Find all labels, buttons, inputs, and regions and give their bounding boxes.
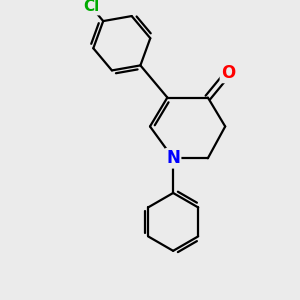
Text: Cl: Cl <box>83 0 99 14</box>
Text: O: O <box>221 64 235 82</box>
Text: N: N <box>166 149 180 167</box>
